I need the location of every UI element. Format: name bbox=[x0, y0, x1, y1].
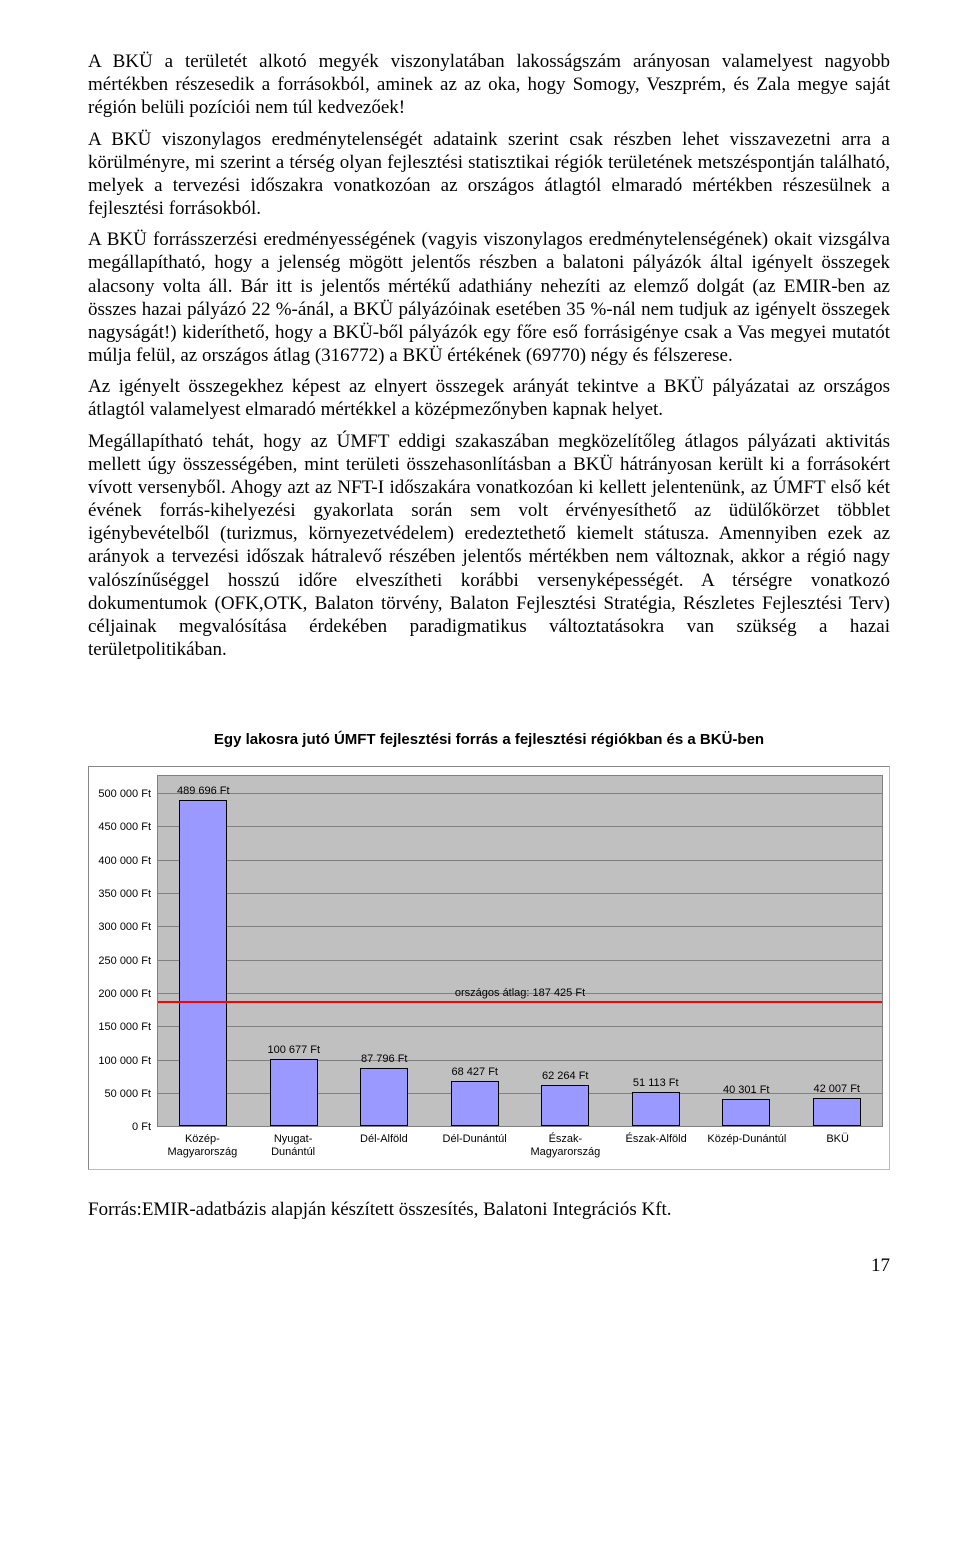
bar-value-label: 68 427 Ft bbox=[452, 1066, 498, 1078]
x-tick-label: Közép-Magyarország bbox=[157, 1127, 248, 1158]
y-tick-label: 300 000 Ft bbox=[98, 921, 151, 933]
x-tick-label: Dél-Dunántúl bbox=[429, 1127, 520, 1158]
paragraph: A BKÜ a területét alkotó megyék viszonyl… bbox=[88, 50, 890, 120]
bar-chart: 0 Ft 50 000 Ft 100 000 Ft 150 000 Ft 200 000… bbox=[88, 766, 890, 1169]
bar-value-label: 62 264 Ft bbox=[542, 1070, 588, 1082]
x-tick-label: BKÜ bbox=[792, 1127, 883, 1158]
bar-value-label: 42 007 Ft bbox=[814, 1083, 860, 1095]
paragraph: A BKÜ forrásszerzési eredményességének (… bbox=[88, 228, 890, 367]
y-tick-label: 100 000 Ft bbox=[98, 1055, 151, 1067]
reference-line-label: országos átlag: 187 425 Ft bbox=[430, 987, 611, 999]
chart-title: Egy lakosra jutó ÚMFT fejlesztési forrás… bbox=[88, 731, 890, 748]
bar: 489 696 Ft bbox=[179, 800, 227, 1126]
plot-area: 489 696 Ft 100 677 Ft 87 796 Ft 68 427 Ft 62… bbox=[157, 775, 883, 1127]
chart-source: Forrás:EMIR-adatbázis alapján készített … bbox=[88, 1198, 890, 1221]
bar: 62 264 Ft bbox=[541, 1085, 589, 1127]
y-tick-label: 350 000 Ft bbox=[98, 888, 151, 900]
paragraph: A BKÜ viszonylagos eredménytelenségét ad… bbox=[88, 128, 890, 221]
y-axis: 0 Ft50 000 Ft100 000 Ft150 000 Ft200 000… bbox=[95, 775, 157, 1127]
bar-value-label: 40 301 Ft bbox=[723, 1084, 769, 1096]
y-tick-label: 50 000 Ft bbox=[105, 1088, 151, 1100]
bar: 68 427 Ft bbox=[451, 1081, 499, 1127]
bar-value-label: 489 696 Ft bbox=[177, 785, 230, 797]
bar: 42 007 Ft bbox=[813, 1098, 861, 1126]
bar-value-label: 100 677 Ft bbox=[267, 1044, 320, 1056]
x-tick-label: Nyugat-Dunántúl bbox=[248, 1127, 339, 1158]
bar: 100 677 Ft bbox=[270, 1059, 318, 1126]
bar: 87 796 Ft bbox=[360, 1068, 408, 1127]
reference-line bbox=[158, 1001, 882, 1003]
y-tick-label: 150 000 Ft bbox=[98, 1021, 151, 1033]
x-tick-label: Észak-Magyarország bbox=[520, 1127, 611, 1158]
y-tick-label: 450 000 Ft bbox=[98, 821, 151, 833]
y-tick-label: 250 000 Ft bbox=[98, 955, 151, 967]
y-tick-label: 200 000 Ft bbox=[98, 988, 151, 1000]
y-tick-label: 400 000 Ft bbox=[98, 855, 151, 867]
x-tick-label: Közép-Dunántúl bbox=[702, 1127, 793, 1158]
paragraph: Az igényelt összegekhez képest az elnyer… bbox=[88, 375, 890, 421]
y-tick-label: 500 000 Ft bbox=[98, 788, 151, 800]
x-axis: Közép-MagyarországNyugat-DunántúlDél-Alf… bbox=[157, 1127, 883, 1158]
bar-value-label: 87 796 Ft bbox=[361, 1053, 407, 1065]
x-tick-label: Dél-Alföld bbox=[339, 1127, 430, 1158]
bar: 40 301 Ft bbox=[722, 1099, 770, 1126]
x-tick-label: Észak-Alföld bbox=[611, 1127, 702, 1158]
paragraph: Megállapítható tehát, hogy az ÚMFT eddig… bbox=[88, 430, 890, 662]
page-number: 17 bbox=[88, 1255, 890, 1277]
bar-value-label: 51 113 Ft bbox=[633, 1077, 679, 1089]
y-tick-label: 0 Ft bbox=[132, 1121, 151, 1133]
bar: 51 113 Ft bbox=[632, 1092, 680, 1126]
